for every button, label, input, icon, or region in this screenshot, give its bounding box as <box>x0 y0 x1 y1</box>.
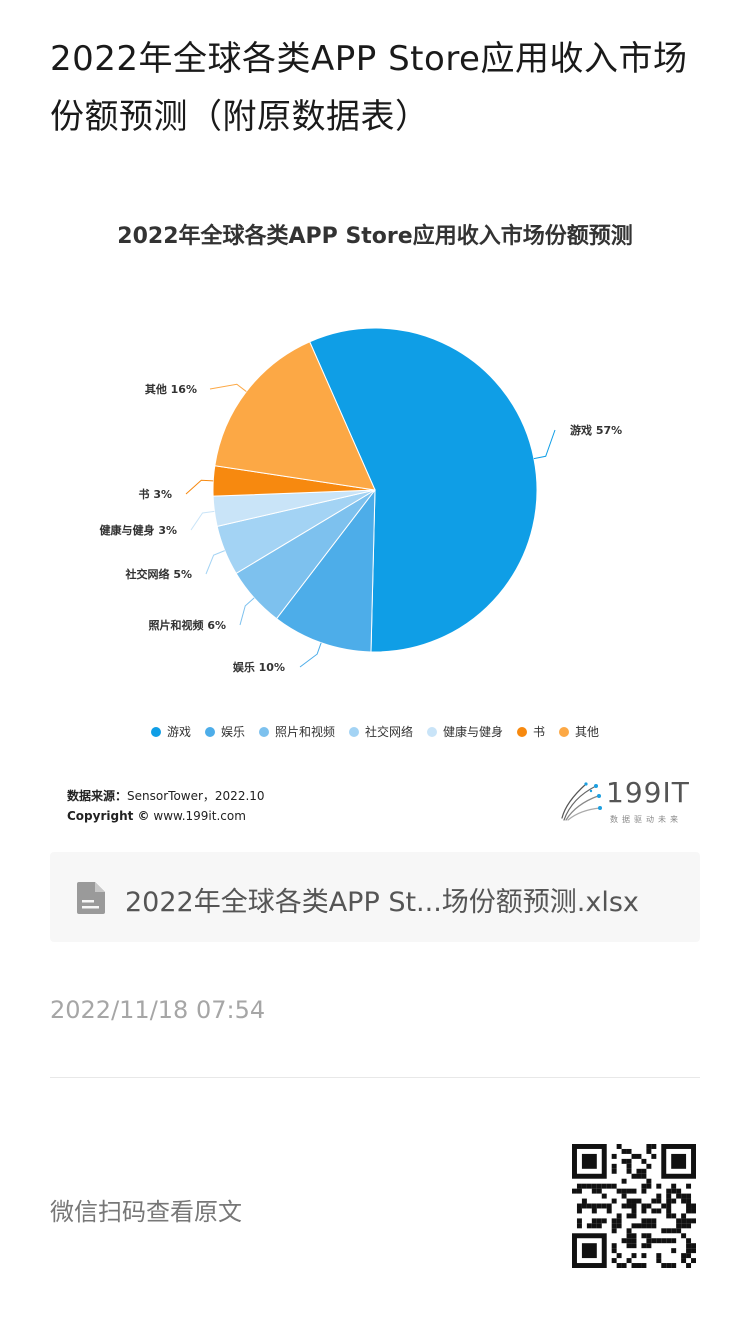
legend-item: 社交网络 <box>348 723 413 740</box>
chart-title: 2022年全球各类APP Store应用收入市场份额预测 <box>117 224 633 249</box>
slice-label: 娱乐 10% <box>233 660 285 674</box>
legend-swatch <box>427 727 437 737</box>
attachment-file-name: 2022年全球各类APP St...场份额预测.xlsx <box>125 887 639 918</box>
legend-label: 其他 <box>575 725 600 739</box>
copyright-label: Copyright © <box>67 809 150 823</box>
logo-mark-icon <box>561 782 602 821</box>
leader-line <box>533 429 556 460</box>
legend-item: 健康与健身 <box>427 723 503 740</box>
legend-swatch <box>348 727 359 737</box>
source-value: SensorTower，2022.10 <box>127 789 265 803</box>
qr-code-icon[interactable] <box>572 1144 696 1268</box>
legend-label: 照片和视频 <box>274 725 335 739</box>
pie-slice <box>309 327 538 653</box>
source-label: 数据来源： <box>67 789 128 803</box>
leader-line <box>185 479 214 495</box>
file-icon <box>77 882 105 914</box>
pie-chart: 游戏 57% 娱乐 10% 照片和视频 6% 社交网络 5% 健康与健身 3% 书 3% 其… <box>99 327 622 674</box>
chart-legend: 游戏 娱乐 照片和视频 社交网络 健康与健身 书 其他 <box>50 723 700 740</box>
legend-item: 书 <box>517 723 545 740</box>
legend-label: 健康与健身 <box>443 725 504 739</box>
legend-label: 娱乐 <box>220 725 245 739</box>
article-title: 2022年全球各类APP Store应用收入市场份额预测（附原数据表） <box>50 39 688 137</box>
legend-item: 照片和视频 <box>258 723 335 740</box>
slice-label: 健康与健身 3% <box>99 523 177 537</box>
slice-label: 社交网络 5% <box>124 567 192 581</box>
slice-label: 其他 16% <box>145 382 197 396</box>
logo-subtitle: 数据驱动未来 <box>610 815 682 824</box>
copyright-value: www.199it.com <box>153 809 246 823</box>
legend-swatch <box>559 727 570 737</box>
legend-item: 娱乐 <box>204 723 245 740</box>
legend-swatch <box>258 727 269 737</box>
leader-line <box>239 597 255 626</box>
legend-swatch <box>204 727 215 737</box>
legend-label: 游戏 <box>166 725 191 739</box>
attachment-file[interactable]: 2022年全球各类APP St...场份额预测.xlsx <box>50 852 700 942</box>
leader-line <box>205 550 225 575</box>
logo-text: 199IT <box>606 776 690 809</box>
chart-source: 数据来源：SensorTower，2022.10 Copyright © www… <box>67 786 265 826</box>
slice-label: 游戏 57% <box>570 423 622 437</box>
chart-image: 2022年全球各类APP Store应用收入市场份额预测 游戏 57% 娱乐 10… <box>50 190 700 840</box>
leader-line <box>299 642 322 668</box>
legend-swatch <box>150 727 161 737</box>
legend-swatch <box>517 727 528 737</box>
199it-logo: 199IT 数据驱动未来 <box>558 776 693 828</box>
divider <box>50 1077 700 1078</box>
publish-time: 2022/11/18 07:54 <box>50 996 266 1024</box>
legend-label: 社交网络 <box>364 725 413 739</box>
legend-item: 其他 <box>559 723 599 740</box>
slice-label: 书 3% <box>138 487 172 501</box>
leader-line <box>209 383 247 392</box>
leader-line <box>190 510 215 531</box>
legend-item: 游戏 <box>150 723 191 740</box>
slice-label: 照片和视频 6% <box>148 618 226 632</box>
scan-to-view-text: 微信扫码查看原文 <box>50 1198 242 1226</box>
legend-label: 书 <box>533 725 546 739</box>
